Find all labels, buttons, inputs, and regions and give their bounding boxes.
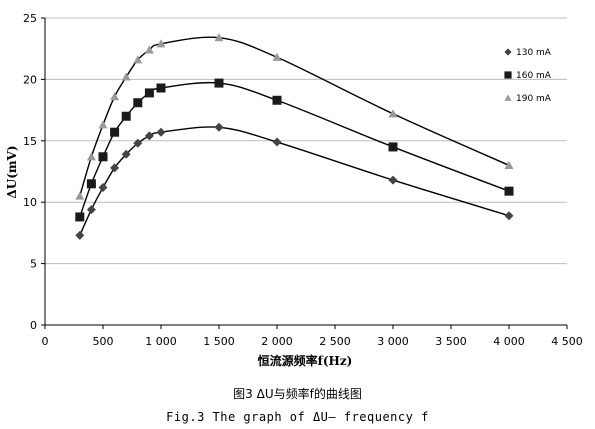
data-point-triangle <box>156 39 166 48</box>
data-point-square <box>110 127 120 137</box>
data-point-diamond <box>272 137 282 147</box>
y-tick-label: 25 <box>23 12 37 25</box>
data-point-diamond <box>156 127 166 137</box>
data-point-triangle <box>144 45 154 54</box>
data-point-square <box>121 111 131 121</box>
series-line <box>79 36 510 197</box>
legend-label: 160 mA <box>516 71 552 81</box>
data-point-diamond <box>388 175 398 185</box>
y-tick-label: 5 <box>30 258 37 271</box>
data-point-square <box>504 186 514 196</box>
legend: 130 mA 160 mA 190 mA <box>504 48 552 104</box>
y-tick-label: 0 <box>30 319 37 332</box>
data-point-square <box>75 212 85 222</box>
axes <box>41 17 568 329</box>
y-tick-label: 10 <box>23 196 37 209</box>
data-point-square <box>133 98 143 108</box>
data-point-square <box>86 179 96 189</box>
data-point-diamond <box>110 163 120 173</box>
x-tick-label: 0 <box>42 335 49 348</box>
data-point-diamond <box>214 122 224 132</box>
data-point-diamond <box>133 138 143 148</box>
data-point-square <box>156 83 166 93</box>
y-axis-label: ΔU(mV) <box>5 145 19 198</box>
data-point-triangle <box>272 52 282 61</box>
data-point-triangle <box>110 92 120 101</box>
series-0 <box>75 122 514 240</box>
data-point-triangle <box>504 160 514 169</box>
legend-label: 130 mA <box>516 48 552 58</box>
data-point-diamond <box>98 182 108 192</box>
data-point-triangle <box>75 191 85 200</box>
figure-caption-english: Fig.3 The graph of ΔU— frequency f <box>166 410 429 424</box>
x-tick-label: 4 500 <box>551 335 583 348</box>
x-tick-label: 4 000 <box>493 335 525 348</box>
data-point-triangle <box>98 120 108 129</box>
legend-marker <box>504 94 512 101</box>
x-tick-label: 1 000 <box>145 335 177 348</box>
x-tick-label: 3 500 <box>435 335 467 348</box>
legend-label: 190 mA <box>516 94 552 104</box>
figure-caption-chinese: 图3 ΔU与频率f的曲线图 <box>233 387 362 401</box>
x-tick-label: 2 500 <box>319 335 351 348</box>
data-point-square <box>388 142 398 152</box>
series-2 <box>75 33 514 200</box>
x-tick-label: 1 500 <box>203 335 235 348</box>
grid-lines <box>45 17 567 326</box>
x-axis-label: 恒流源频率f(Hz) <box>258 353 353 368</box>
series-line <box>79 126 510 236</box>
data-point-diamond <box>121 149 131 159</box>
y-tick-label: 20 <box>23 73 37 86</box>
data-point-square <box>144 88 154 98</box>
data-point-square <box>98 152 108 162</box>
data-point-diamond <box>86 205 96 215</box>
legend-marker <box>504 48 512 56</box>
series-group <box>75 33 514 240</box>
x-tick-label: 500 <box>93 335 114 348</box>
data-point-triangle <box>388 109 398 118</box>
data-point-diamond <box>144 131 154 141</box>
data-point-triangle <box>121 72 131 81</box>
x-tick-label: 2 000 <box>261 335 293 348</box>
chart: 0 5 10 15 20 25 0 500 1 000 1 500 2 000 2 500 3 000 3… <box>5 12 583 368</box>
data-point-square <box>272 95 282 105</box>
data-point-triangle <box>133 55 143 64</box>
series-1 <box>75 78 514 222</box>
data-point-square <box>214 78 224 88</box>
data-point-diamond <box>75 230 85 240</box>
data-point-triangle <box>214 33 224 42</box>
legend-marker <box>504 71 512 79</box>
tick-labels: 0 5 10 15 20 25 0 500 1 000 1 500 2 000 2 500 3 000 3… <box>23 12 583 348</box>
y-tick-label: 15 <box>23 135 37 148</box>
data-point-triangle <box>86 152 96 161</box>
x-tick-label: 3 000 <box>377 335 409 348</box>
data-point-diamond <box>504 211 514 221</box>
